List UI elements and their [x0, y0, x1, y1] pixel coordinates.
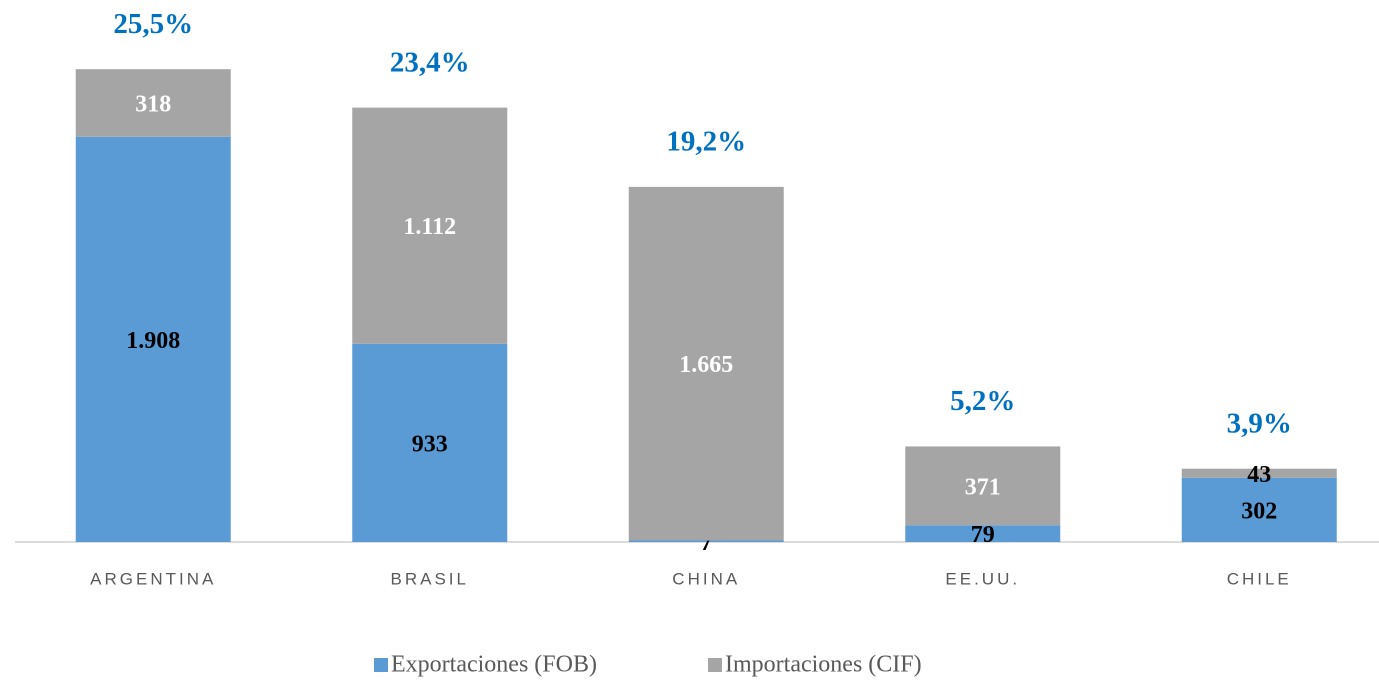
x-tick-label: ARGENTINA: [90, 569, 216, 588]
legend-label: Importaciones (CIF): [725, 652, 922, 678]
bar-segment: [905, 446, 1061, 526]
bar-segment: [628, 540, 784, 542]
bar-segment: [628, 186, 784, 541]
value-label: 318: [135, 91, 171, 117]
x-tick-label: CHILE: [1227, 569, 1292, 588]
x-tick-label: BRASIL: [391, 569, 469, 588]
bar-segment: [1181, 477, 1337, 542]
value-label: 302: [1241, 498, 1277, 524]
share-label: 25,5%: [113, 8, 193, 40]
legend-swatch: [374, 658, 388, 672]
bar-segment: [352, 107, 508, 344]
value-label: 1.908: [126, 328, 180, 354]
bar-segment: [1181, 468, 1337, 478]
legend-swatch: [708, 658, 722, 672]
value-label: 1.665: [679, 352, 733, 378]
value-label: 1.112: [403, 214, 456, 240]
share-label: 23,4%: [390, 46, 470, 78]
legend-label: Exportaciones (FOB): [391, 652, 597, 678]
share-label: 3,9%: [1227, 407, 1292, 439]
x-tick-label: EE.UU.: [945, 569, 1020, 588]
share-label: 19,2%: [666, 126, 746, 158]
bar-segment: [75, 136, 231, 543]
share-label: 5,2%: [950, 385, 1015, 417]
bar-segment: [905, 525, 1061, 542]
value-label: 933: [412, 431, 448, 457]
value-label: 43: [1247, 462, 1271, 488]
bar-segment: [75, 69, 231, 137]
value-label: 79: [971, 522, 995, 548]
bar-segment: [352, 343, 508, 542]
value-label: 371: [965, 474, 1001, 500]
x-tick-label: CHINA: [672, 569, 740, 588]
